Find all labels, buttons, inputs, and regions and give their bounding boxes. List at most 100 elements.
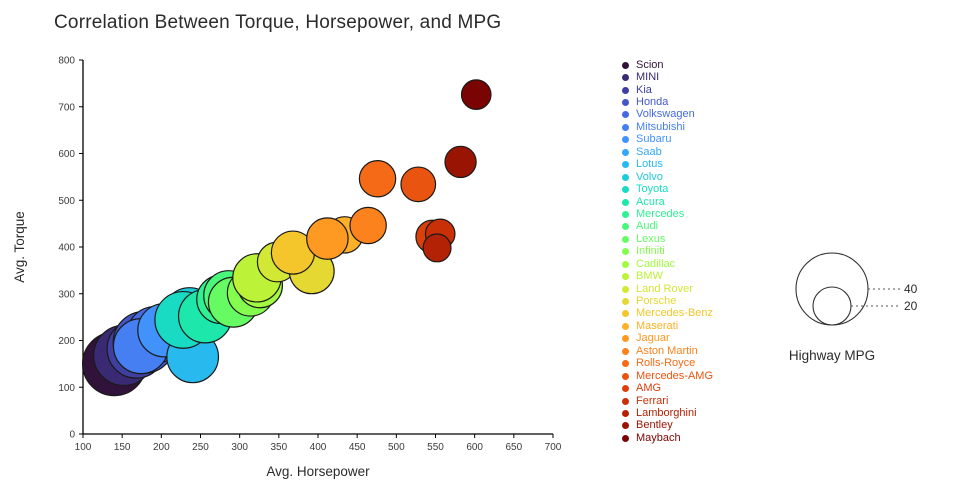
legend-dot-icon [622,223,629,231]
legend-dot-icon [622,335,629,343]
legend-item-infiniti: Infiniti [622,246,713,258]
size-legend-title: Highway MPG [789,348,875,363]
brand-legend: Scion MINI Kia Honda Volkswagen Mitsubishi Sub… [622,59,713,445]
legend-item-label: Lamborghini [636,406,697,419]
legend-item-maserati: Maserati [622,320,713,332]
legend-item-amg: AMG [622,382,713,394]
legend-dot-icon [622,136,629,144]
legend-item-audi: Audi [622,221,713,233]
legend-dot-icon [622,273,629,281]
legend-item-label: Mercedes-Benz [636,307,714,320]
size-legend-circle-20 [812,286,852,326]
legend-dot-icon [622,210,629,218]
legend-item-ferrari: Ferrari [622,395,713,407]
y-tick-label: 700 [58,102,75,113]
legend-item-label: Lotus [636,158,663,171]
legend-dot-icon [622,347,629,355]
legend-item-label: Maserati [636,319,679,332]
legend-item-saab: Saab [622,146,713,158]
legend-item-land-rover: Land Rover [622,283,713,295]
legend-item-label: Mercedes [636,207,685,220]
legend-item-label: Subaru [636,133,672,146]
legend-item-label: Scion [636,58,664,71]
legend-item-kia: Kia [622,84,713,96]
bubble-lamborghini [422,233,452,263]
bubble-rolls-royce [358,159,397,198]
legend-item-label: Saab [636,145,662,158]
legend-dot-icon [622,397,629,405]
legend-item-mercedes-amg: Mercedes-AMG [622,370,713,382]
legend-item-label: Porsche [636,295,677,308]
legend-item-label: Volkswagen [636,108,695,121]
legend-item-label: AMG [636,382,662,395]
x-tick-label: 700 [545,442,562,453]
legend-dot-icon [622,310,629,318]
legend-item-maybach: Maybach [622,432,713,444]
legend-item-label: Maybach [636,431,681,444]
x-tick-label: 300 [231,442,248,453]
x-tick-label: 200 [153,442,170,453]
legend-item-label: Toyota [636,183,669,196]
legend-item-label: Aston Martin [636,344,698,357]
legend-dot-icon [622,422,629,430]
legend-item-label: Rolls-Royce [636,357,696,370]
legend-dot-icon [622,260,629,268]
legend-dot-icon [622,74,629,82]
y-tick-label: 800 [58,56,75,67]
size-legend-value-label: 40 [904,282,918,296]
size-legend: 40 20 Highway MPG [789,252,918,363]
legend-dot-icon [622,248,629,256]
legend-item-cadillac: Cadillac [622,258,713,270]
legend-item-bmw: BMW [622,270,713,282]
legend-item-label: Lexus [636,232,666,245]
legend-dot-icon [622,111,629,119]
legend-item-acura: Acura [622,196,713,208]
legend-item-label: BMW [636,270,663,283]
legend-item-honda: Honda [622,96,713,108]
y-tick-label: 500 [58,196,75,207]
legend-item-volkswagen: Volkswagen [622,109,713,121]
legend-item-mitsubishi: Mitsubishi [622,121,713,133]
legend-dot-icon [622,186,629,194]
legend-item-toyota: Toyota [622,183,713,195]
legend-dot-icon [622,372,629,380]
legend-item-label: Mercedes-AMG [636,369,714,382]
chart-title: Correlation Between Torque, Horsepower, … [54,12,502,33]
x-tick-label: 550 [427,442,444,453]
legend-item-aston-martin: Aston Martin [622,345,713,357]
legend-item-lexus: Lexus [622,233,713,245]
y-tick-label: 200 [58,336,75,347]
legend-item-label: Land Rover [636,282,693,295]
y-axis-title: Avg. Torque [12,211,27,283]
legend-item-label: Audi [636,220,659,233]
bubble-bentley [444,145,477,179]
x-tick-label: 350 [270,442,287,453]
size-legend-circle-40 [795,252,869,326]
legend-dot-icon [622,161,629,169]
legend-item-bentley: Bentley [622,420,713,432]
legend-dot-icon [622,61,629,69]
legend-dot-icon [622,360,629,368]
legend-item-label: Honda [636,96,669,109]
legend-item-rolls-royce: Rolls-Royce [622,358,713,370]
x-tick-label: 250 [192,442,209,453]
y-tick-label: 100 [58,383,75,394]
legend-item-label: Ferrari [636,394,669,407]
legend-dot-icon [622,173,629,181]
legend-dot-icon [622,385,629,393]
legend-dot-icon [622,434,629,442]
legend-item-label: Infiniti [636,245,665,258]
legend-dot-icon [622,86,629,94]
y-tick-label: 0 [69,430,75,441]
legend-dot-icon [622,148,629,156]
bubble-mercedes-amg [400,166,437,203]
x-tick-label: 650 [505,442,522,453]
size-legend-value-label: 20 [904,299,918,313]
legend-item-label: MINI [636,71,660,84]
legend-item-label: Acura [636,195,665,208]
legend-dot-icon [622,298,629,306]
legend-dot-icon [622,409,629,417]
y-tick-label: 400 [58,243,75,254]
legend-dot-icon [622,322,629,330]
legend-item-label: Bentley [636,419,673,432]
